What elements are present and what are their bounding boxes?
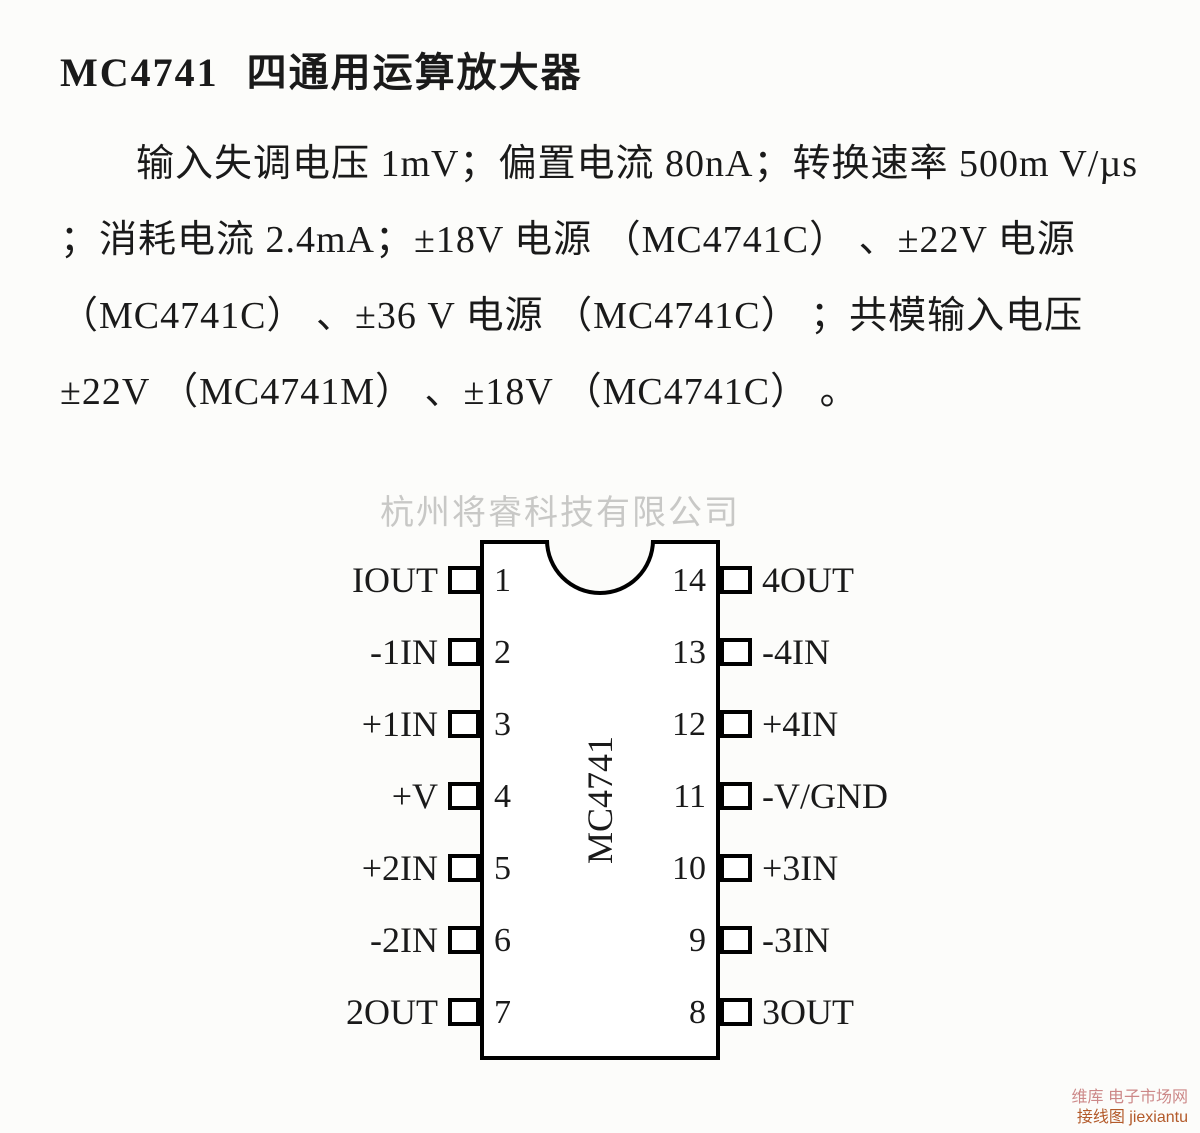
pin-number: 3 [494, 706, 511, 744]
pin-label: +V [392, 775, 438, 817]
pin-left-2: -1IN [370, 632, 480, 672]
pin-label: +3IN [762, 847, 838, 889]
pin-right-12: +4IN [720, 704, 838, 744]
pin-number: 1 [494, 562, 511, 600]
pin-label: -V/GND [762, 775, 888, 817]
pin-label: +4IN [762, 703, 838, 745]
pin-pad-icon [448, 926, 480, 954]
pin-pad-icon [448, 566, 480, 594]
pin-number: 13 [672, 634, 706, 672]
page-title: MC4741 四通用运算放大器 [60, 40, 1140, 98]
pin-label: +2IN [362, 847, 438, 889]
pin-left-1: IOUT [352, 560, 480, 600]
pin-label: -1IN [370, 631, 438, 673]
chip-notch [545, 540, 655, 595]
pin-pad-icon [448, 998, 480, 1026]
pin-label: 4OUT [762, 559, 854, 601]
pin-pad-icon [448, 638, 480, 666]
pin-number: 8 [689, 994, 706, 1032]
pin-number: 14 [672, 562, 706, 600]
pin-number: 5 [494, 850, 511, 888]
pin-label: +1IN [362, 703, 438, 745]
pin-number: 6 [494, 922, 511, 960]
chip-label: MC4741 [579, 736, 621, 864]
pin-label: -4IN [762, 631, 830, 673]
pin-number: 7 [494, 994, 511, 1032]
pin-right-9: -3IN [720, 920, 830, 960]
pin-number: 9 [689, 922, 706, 960]
part-name: 四通用运算放大器 [247, 50, 583, 95]
pin-pad-icon [720, 926, 752, 954]
pin-right-8: 3OUT [720, 992, 854, 1032]
pin-number: 12 [672, 706, 706, 744]
part-number: MC4741 [60, 50, 219, 95]
pin-pad-icon [448, 782, 480, 810]
pin-left-4: +V [392, 776, 480, 816]
pin-pad-icon [720, 782, 752, 810]
pin-right-14: 4OUT [720, 560, 854, 600]
pin-left-6: -2IN [370, 920, 480, 960]
pin-number: 2 [494, 634, 511, 672]
pin-pad-icon [448, 710, 480, 738]
pin-pad-icon [720, 566, 752, 594]
pin-number: 4 [494, 778, 511, 816]
pin-pad-icon [720, 638, 752, 666]
pin-label: IOUT [352, 559, 438, 601]
pin-right-10: +3IN [720, 848, 838, 888]
pin-pad-icon [720, 854, 752, 882]
pin-left-5: +2IN [362, 848, 480, 888]
chip-diagram: MC4741 IOUT 1 -1IN 2 +1IN 3 +V 4 +2IN 5 -2IN 6 2OUT 7… [0, 530, 1200, 1090]
watermark-text: 杭州将睿科技有限公司 [380, 485, 740, 534]
pin-label: 2OUT [346, 991, 438, 1033]
pin-right-11: -V/GND [720, 776, 888, 816]
pin-right-13: -4IN [720, 632, 830, 672]
pin-pad-icon [720, 710, 752, 738]
pin-label: -2IN [370, 919, 438, 961]
pin-label: -3IN [762, 919, 830, 961]
description-text: 输入失调电压 1mV；偏置电流 80nA；转换速率 500m V/µs ；消耗电… [60, 126, 1140, 430]
pin-number: 11 [673, 778, 706, 816]
pin-left-7: 2OUT [346, 992, 480, 1032]
footer-watermark-2: 接线图 jiexiantu [1077, 1103, 1188, 1127]
pin-pad-icon [720, 998, 752, 1026]
pin-left-3: +1IN [362, 704, 480, 744]
pin-label: 3OUT [762, 991, 854, 1033]
pin-number: 10 [672, 850, 706, 888]
pin-pad-icon [448, 854, 480, 882]
